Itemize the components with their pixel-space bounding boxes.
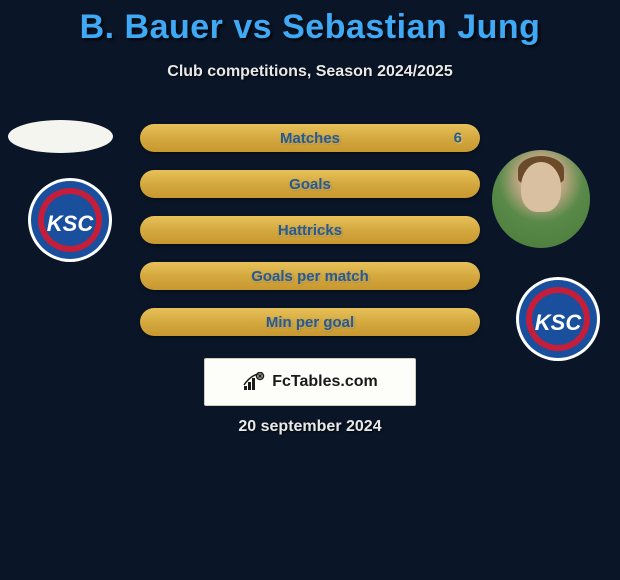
subtitle: Club competitions, Season 2024/2025 bbox=[0, 63, 620, 81]
avatar-face bbox=[521, 162, 561, 212]
brand-text: FcTables.com bbox=[272, 373, 378, 391]
svg-text:KSC: KSC bbox=[535, 310, 583, 335]
page-title: B. Bauer vs Sebastian Jung bbox=[0, 0, 620, 47]
stat-row-goals-per-match: Goals per match bbox=[140, 262, 480, 290]
stat-row-hattricks: Hattricks bbox=[140, 216, 480, 244]
date-text: 20 september 2024 bbox=[0, 418, 620, 436]
stat-value-right: 6 bbox=[454, 130, 462, 147]
stat-label: Hattricks bbox=[278, 222, 342, 239]
ksc-logo-icon: KSC bbox=[27, 177, 113, 263]
stat-label: Min per goal bbox=[266, 314, 354, 331]
player-right-club-logo: KSC bbox=[515, 276, 601, 362]
stat-row-min-per-goal: Min per goal bbox=[140, 308, 480, 336]
brand-attribution[interactable]: FcTables.com bbox=[204, 358, 416, 406]
player-left-avatar-placeholder bbox=[8, 120, 113, 153]
stat-label: Goals bbox=[289, 176, 331, 193]
player-left-club-logo: KSC bbox=[27, 177, 113, 263]
stat-row-goals: Goals bbox=[140, 170, 480, 198]
stats-container: Matches 6 Goals Hattricks Goals per matc… bbox=[140, 124, 480, 354]
player-right-avatar bbox=[492, 150, 590, 248]
fctables-logo-icon bbox=[242, 372, 266, 392]
svg-text:KSC: KSC bbox=[47, 211, 95, 236]
stat-row-matches: Matches 6 bbox=[140, 124, 480, 152]
ksc-logo-icon: KSC bbox=[515, 276, 601, 362]
stat-label: Matches bbox=[280, 130, 340, 147]
stat-label: Goals per match bbox=[251, 268, 369, 285]
